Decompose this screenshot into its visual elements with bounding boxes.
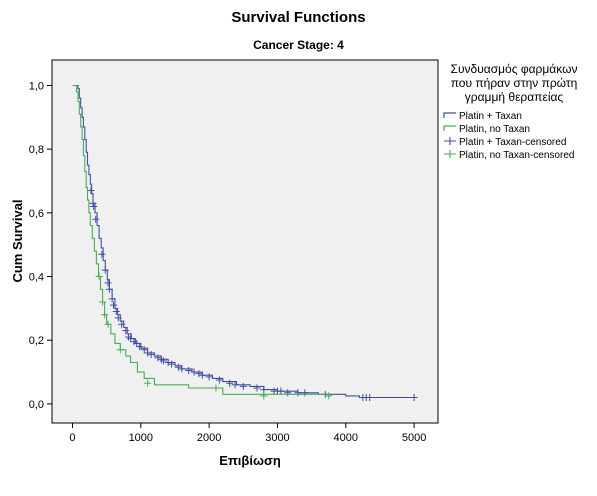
censored-mark-1 [154, 354, 162, 362]
censored-mark-1 [87, 187, 95, 195]
y-axis: 0,0 0,2 0,4 0,6 0,8 1,0 [29, 80, 52, 411]
legend-item: Platin + Taxan [443, 111, 522, 122]
censored-mark-2 [212, 384, 220, 392]
censored-mark-1 [215, 376, 223, 384]
legend-censor-swatch [444, 150, 456, 158]
x-tick-label: 5000 [402, 432, 426, 444]
legend-line-swatch [443, 125, 456, 131]
y-tick-label: 0,2 [29, 335, 44, 347]
series-line-2 [72, 84, 329, 395]
censored-mark-1 [112, 308, 120, 316]
censored-mark-1 [198, 371, 206, 379]
x-axis: 0 1000 2000 3000 4000 5000 [69, 423, 426, 444]
legend-line-swatch [443, 112, 456, 118]
censored-mark-1 [231, 381, 239, 389]
y-tick-label: 0,6 [29, 208, 44, 220]
censored-mark-1 [253, 384, 261, 392]
censored-mark-1 [147, 351, 155, 359]
y-tick-label: 0,8 [29, 144, 44, 156]
censored-mark-1 [98, 250, 106, 258]
censored-mark-2 [101, 311, 109, 319]
legend-item: Platin + Taxan-censored [444, 137, 566, 148]
censored-mark-1 [159, 357, 167, 365]
censored-mark-1 [301, 389, 309, 397]
censored-mark-1 [114, 314, 122, 322]
legend-label: Platin, no Taxan [459, 124, 530, 135]
censored-mark-1 [284, 389, 292, 397]
censored-mark-2 [325, 392, 333, 400]
censored-mark-1 [410, 394, 418, 402]
series-group [72, 84, 418, 402]
censored-mark-1 [140, 346, 148, 354]
censored-mark-1 [164, 359, 172, 366]
censored-mark-1 [144, 349, 152, 357]
legend-item: Platin, no Taxan [443, 124, 530, 135]
y-tick-label: 0,4 [29, 272, 44, 284]
chart-title: Survival Functions [231, 9, 366, 26]
censored-mark-1 [277, 387, 285, 395]
censored-mark-1 [205, 373, 213, 381]
y-axis-label: Cum Survival [10, 199, 25, 282]
legend-label: Platin, no Taxan-censored [459, 150, 574, 161]
censored-mark-1 [226, 379, 234, 387]
censored-mark-1 [90, 202, 98, 210]
censored-mark-1 [122, 327, 130, 335]
censored-mark-1 [101, 266, 109, 274]
censored-mark-1 [185, 366, 193, 374]
legend-label: Platin + Taxan-censored [459, 137, 566, 148]
y-tick-label: 0,0 [29, 399, 44, 411]
censored-mark-1 [118, 320, 126, 328]
censored-mark-1 [178, 365, 186, 373]
censored-mark-2 [116, 346, 124, 354]
legend-title-line: Συνδυασμός φαρμάκων [451, 62, 578, 76]
x-axis-label: Επιβίωση [219, 453, 281, 468]
plot-area [51, 59, 439, 424]
censored-mark-1 [92, 215, 100, 223]
censored-mark-1 [104, 279, 112, 287]
censored-mark-1 [89, 199, 97, 207]
censored-mark-1 [127, 335, 135, 343]
y-tick-label: 1,0 [29, 80, 44, 92]
x-tick-label: 0 [69, 432, 75, 444]
chart-subtitle: Cancer Stage: 4 [253, 38, 344, 52]
censored-mark-2 [95, 273, 103, 281]
censored-mark-1 [105, 285, 113, 293]
x-tick-label: 4000 [334, 432, 358, 444]
x-tick-label: 3000 [265, 432, 289, 444]
censored-mark-1 [366, 394, 374, 402]
censored-mark-2 [99, 298, 107, 306]
legend-censor-swatch [444, 137, 456, 145]
legend-label: Platin + Taxan [459, 111, 522, 122]
x-tick-label: 1000 [129, 432, 153, 444]
censored-mark-1 [195, 370, 203, 378]
censored-mark-2 [104, 320, 112, 328]
censored-mark-2 [144, 379, 152, 387]
censored-mark-1 [239, 382, 247, 390]
censored-mark-1 [190, 368, 198, 376]
legend-title-line: γραμμή θεραπείας [465, 90, 564, 104]
censored-mark-2 [260, 392, 268, 400]
legend-item: Platin, no Taxan-censored [444, 150, 574, 161]
censored-mark-1 [294, 389, 302, 397]
x-tick-label: 2000 [197, 432, 221, 444]
censored-mark-1 [109, 301, 117, 309]
censored-mark-1 [260, 386, 268, 394]
censored-mark-1 [108, 295, 116, 303]
censored-mark-1 [168, 360, 176, 368]
censored-mark-1 [135, 343, 143, 351]
censored-mark-1 [174, 363, 182, 371]
legend-title-line: που πήραν στην πρώτη [451, 76, 578, 90]
